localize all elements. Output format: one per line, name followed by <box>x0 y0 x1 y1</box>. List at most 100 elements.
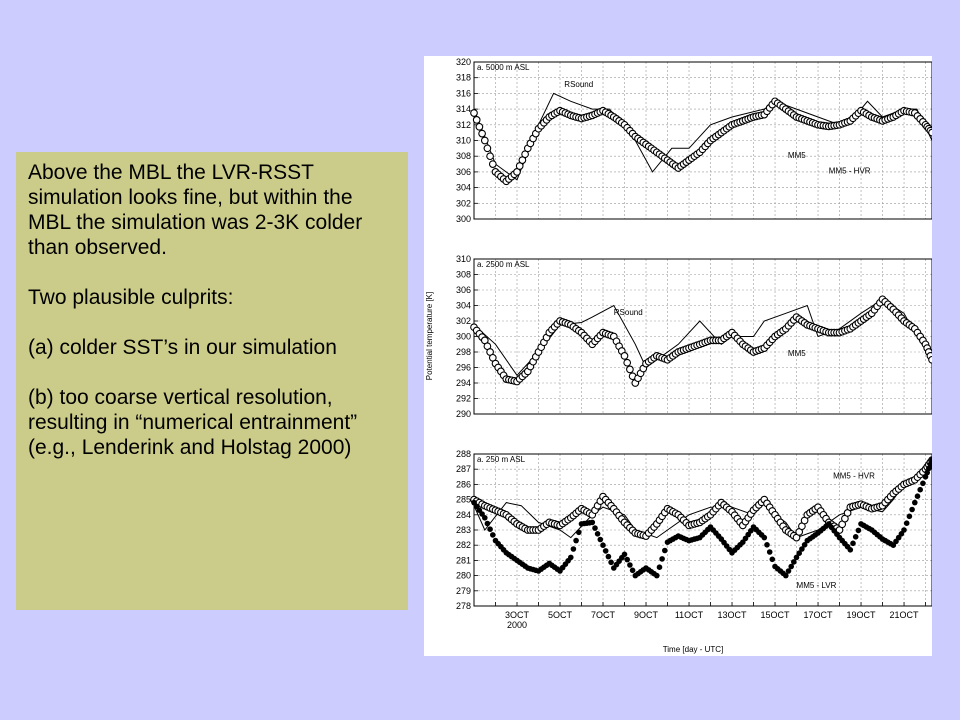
y-tick-label: 308 <box>456 151 471 161</box>
series-mm5-hvr-point <box>488 160 497 168</box>
series-mm5-lvr-point <box>912 499 918 506</box>
y-axis-label: Potential temperature [K] <box>425 292 434 381</box>
paragraph-4: (b) too coarse vertical resolution, resu… <box>28 386 358 459</box>
series-mm5-point <box>623 358 632 367</box>
series-mm5-lvr-point <box>791 559 797 565</box>
series-mm5-lvr-point <box>592 525 598 531</box>
series-mm5-hvr-point <box>480 136 489 145</box>
y-tick-label: 316 <box>456 88 471 98</box>
paragraph-1: Above the MBL the LVR-RSST simulation lo… <box>28 161 363 259</box>
series-mm5-lvr-point <box>621 551 628 558</box>
series-mm5-lvr-point <box>785 568 792 574</box>
x-year-label: 2000 <box>507 620 527 630</box>
series-mm5-lvr-point <box>801 542 808 548</box>
y-tick-label: 279 <box>456 586 471 596</box>
series-mm5-lvr-point <box>568 554 574 561</box>
y-tick-label: 284 <box>456 510 471 520</box>
series-mm5-lvr-point <box>605 553 612 560</box>
series-mm5-lvr-point <box>484 520 491 527</box>
series-mm5-lvr-point <box>624 556 630 563</box>
y-tick-label: 302 <box>456 198 471 208</box>
series-mm5-lvr-point <box>783 572 789 579</box>
series-mm5-lvr-point <box>597 536 604 543</box>
annotation-label: RSound <box>564 80 593 89</box>
series-mm5-hvr-point <box>478 129 486 138</box>
paragraph-3: (a) colder SST’s in our simulation <box>28 336 337 359</box>
series-mm5-lvr-point <box>793 554 800 561</box>
series-rsound-line <box>473 298 932 377</box>
panel-title: a. 2500 m ASL <box>477 260 530 269</box>
x-tick-label: 13OCT <box>718 610 748 620</box>
y-tick-label: 298 <box>456 347 471 357</box>
y-tick-label: 282 <box>456 540 471 550</box>
chart-panel-3 <box>470 453 932 607</box>
series-mm5-lvr-point <box>594 531 601 537</box>
series-mm5-lvr-point <box>927 461 932 468</box>
x-tick-label: 17OCT <box>804 610 834 620</box>
y-tick-label: 304 <box>456 301 471 311</box>
series-mm5-lvr-point <box>920 480 926 487</box>
series-mm5-lvr-point <box>922 474 929 480</box>
series-mm5-lvr-point <box>917 486 923 493</box>
series-mm5-hvr-point <box>483 144 492 153</box>
series-mm5-hvr-point <box>486 152 494 161</box>
series-mm5-point <box>928 355 932 364</box>
series-mm5-lvr-point <box>589 519 596 526</box>
series-mm5-lvr-point <box>909 506 915 513</box>
y-tick-label: 300 <box>456 332 471 342</box>
chart-figure: 300 302 304 306 308 310 312 314 316 318 320 a. 5000… <box>424 56 932 656</box>
series-mm5-hvr-point <box>475 122 484 131</box>
y-tick-label: 294 <box>456 378 471 388</box>
series-mm5-lvr-point <box>788 563 794 570</box>
series-rsound-line <box>473 92 932 181</box>
text-box: Above the MBL the LVR-RSST simulation lo… <box>16 152 408 610</box>
series-mm5-lvr-point <box>764 542 770 548</box>
series-mm5-lvr-point <box>573 537 579 544</box>
annotation-label: MM5 - LVR <box>797 581 837 590</box>
series-mm5-lvr-point <box>487 526 493 532</box>
series-mm5-hvr <box>470 97 932 186</box>
y-tick-label: 296 <box>456 363 471 373</box>
y-tick-label: 310 <box>456 254 471 264</box>
chart-panel-2 <box>470 258 932 415</box>
y-tick-label: 320 <box>456 57 471 67</box>
series-mm5-lvr-point <box>924 469 930 476</box>
x-tick-label: 5OCT <box>548 610 573 620</box>
series-mm5-lvr-point <box>576 529 582 536</box>
y-tick-label: 302 <box>456 316 471 326</box>
series-mm5-lvr-point <box>766 549 773 555</box>
series-mm5-lvr-point <box>847 547 854 553</box>
series-mm5-lvr-point <box>608 559 614 566</box>
y-tick-label: 308 <box>456 270 471 280</box>
y-tick-label: 310 <box>456 136 471 146</box>
series-mm5-lvr-point <box>627 562 633 568</box>
series-mm5-lvr-point <box>799 546 805 552</box>
y-tick-label: 285 <box>456 495 471 505</box>
y-tick-label: 292 <box>456 394 471 404</box>
series-mm5-lvr-point <box>852 534 859 540</box>
series-mm5 <box>470 295 932 387</box>
series-mm5-lvr-point <box>929 457 932 463</box>
series-mm5-lvr-point <box>855 527 862 534</box>
series-mm5-lvr-point <box>629 567 636 574</box>
series-mm5-hvr-point <box>928 128 932 137</box>
y-tick-label: 283 <box>456 525 471 535</box>
series-mm5-lvr-point <box>914 493 921 500</box>
chart-panel-1 <box>470 61 932 220</box>
series-mm5-lvr-point <box>796 550 802 556</box>
x-tick-label: 19OCT <box>847 610 877 620</box>
y-tick-label: 314 <box>456 104 471 114</box>
annotation-label: RSound <box>614 308 643 317</box>
series-mm5-hvr-point <box>470 109 478 117</box>
series-mm5-lvr-point <box>482 515 488 521</box>
y-tick-label: 306 <box>456 285 471 295</box>
series-mm5-lvr-point <box>901 527 907 533</box>
y-tick-label: 288 <box>456 449 471 459</box>
annotation-label: MM5 - HVR <box>829 166 871 175</box>
series-mm5-lvr-point <box>659 556 665 562</box>
series-mm5-lvr-point <box>906 513 913 520</box>
y-tick-label: 278 <box>456 601 471 611</box>
series-rsound <box>473 92 932 181</box>
y-tick-label: 286 <box>456 479 471 489</box>
series-mm5-lvr-point <box>570 546 577 552</box>
